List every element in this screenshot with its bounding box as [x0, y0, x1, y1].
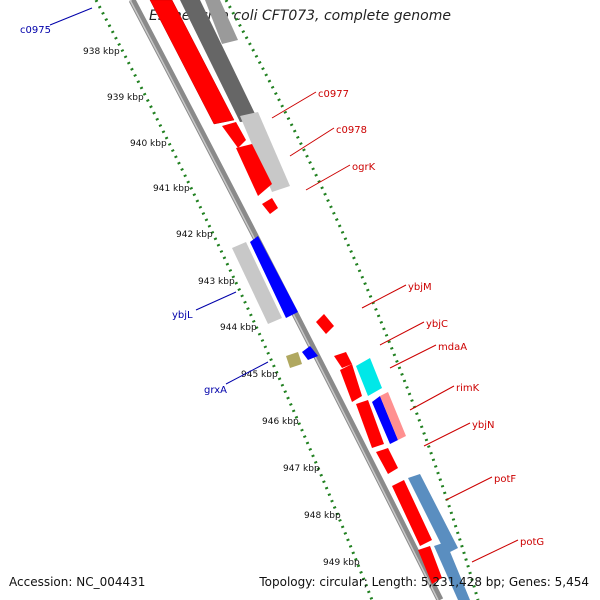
genome-summary-text: Topology: circular; Length: 5,231,428 bp…	[259, 575, 589, 589]
feature-potF-red	[392, 480, 432, 546]
feature-ybjL-blue	[250, 236, 298, 318]
gene-label-forward: rimK	[456, 383, 480, 394]
gene-label-forward: c0978	[336, 125, 367, 136]
gene-leader-line	[49, 7, 93, 26]
gene-leader-line	[409, 385, 455, 411]
feature-tracks	[149, 0, 470, 600]
ruler-tick-label: 944 kbp	[220, 323, 257, 333]
accession-text: Accession: NC_004431	[9, 575, 146, 589]
gene-leader-line	[361, 284, 407, 309]
gene-label-forward: potF	[494, 474, 516, 485]
ruler-tick-label: 946 kbp	[262, 417, 299, 427]
feature-red-4	[340, 364, 362, 402]
feature-red-5	[356, 400, 384, 448]
ruler-tick-label: 949 kbp	[323, 558, 360, 568]
ruler-tick-label: 941 kbp	[153, 184, 190, 194]
gene-leader-line	[471, 539, 519, 563]
feature-red-top	[149, 0, 235, 125]
gene-leader-line	[271, 91, 317, 119]
feature-red-2	[222, 122, 246, 148]
ruler-tick-label: 945 kbp	[241, 370, 278, 380]
ruler-tick-label: 947 kbp	[283, 464, 320, 474]
gene-leader-line	[423, 422, 471, 447]
feature-c0978-shade	[240, 112, 290, 192]
feature-red-mid	[316, 314, 334, 334]
feature-rimK-pink	[380, 392, 406, 440]
ruler-tick-label: 940 kbp	[130, 139, 167, 149]
gene-labels-reverse: c0975 ybjL grxA	[20, 7, 269, 396]
gene-label-forward: ybjM	[408, 282, 432, 293]
ruler-tick-label: 938 kbp	[83, 47, 120, 57]
gene-label-forward: mdaA	[438, 342, 467, 353]
feature-ybjL-gray	[232, 242, 282, 324]
gene-leader-line	[195, 291, 237, 311]
ruler-tick-label: 939 kbp	[107, 93, 144, 103]
ruler-tick-label: 948 kbp	[304, 511, 341, 521]
ruler-tick-label: 942 kbp	[176, 230, 213, 240]
gene-leader-line	[289, 127, 335, 157]
feature-potF-blue	[408, 474, 458, 554]
gene-leader-line	[379, 321, 425, 346]
feature-gray-top	[205, 0, 238, 44]
gene-label-forward: ybjC	[426, 319, 448, 330]
gene-label-forward: ybjN	[472, 420, 495, 431]
ruler-tick-label: 943 kbp	[198, 277, 235, 287]
feature-c0977-shade	[180, 0, 258, 122]
feature-ogrK	[262, 198, 278, 214]
gene-leader-line	[305, 164, 351, 191]
feature-mdaA-cyan	[356, 358, 382, 396]
gene-label-forward: ogrK	[352, 162, 376, 173]
feature-blue-small	[302, 346, 318, 360]
gene-leader-line	[389, 344, 437, 369]
feature-red-3	[236, 144, 272, 196]
gene-labels-forward: c0977 c0978 ogrK ybjM ybjC mdaA rimK ybjN potF po…	[271, 89, 544, 563]
gene-label-reverse: grxA	[204, 385, 227, 396]
gene-label-reverse: ybjL	[172, 310, 193, 321]
feature-grxA	[286, 352, 302, 368]
feature-potG-blue	[434, 542, 470, 600]
gene-label-reverse: c0975	[20, 25, 51, 36]
gene-leader-line	[445, 476, 493, 501]
feature-potG-red	[418, 546, 442, 584]
gene-label-forward: potG	[520, 537, 544, 548]
gene-label-forward: c0977	[318, 89, 349, 100]
feature-mdaA-red	[334, 352, 352, 368]
ruler-tick-labels: 938 kbp 939 kbp 940 kbp 941 kbp 942 kbp 943 k…	[83, 47, 360, 568]
feature-ybjN	[376, 448, 398, 474]
gene-leader-line	[225, 361, 269, 385]
feature-rimK-blue	[372, 396, 398, 444]
